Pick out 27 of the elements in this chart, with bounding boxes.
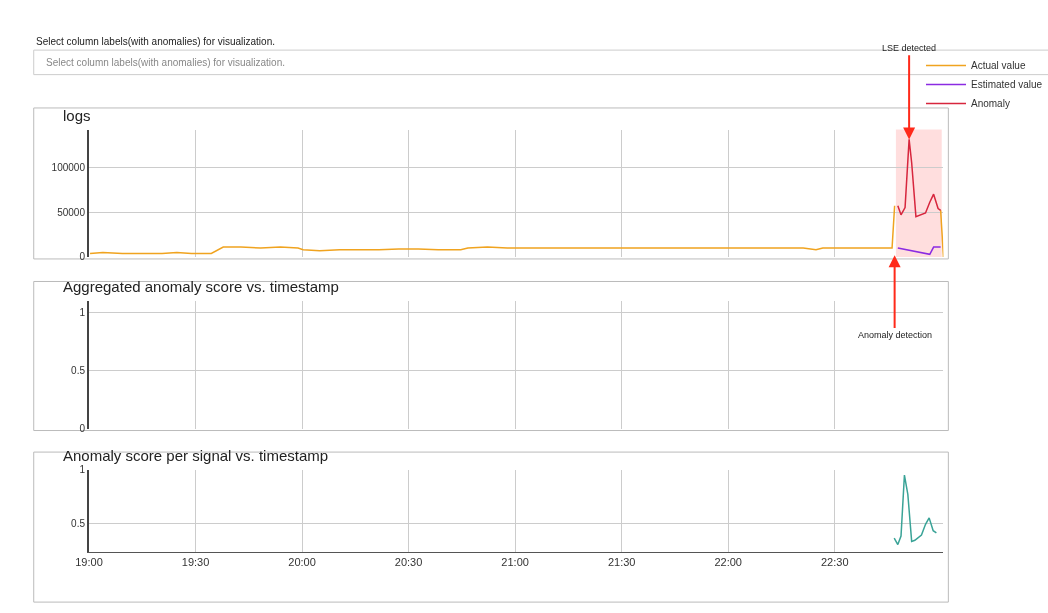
y-tick-label: 0 <box>79 423 86 435</box>
y-tick-label: 100000 <box>51 161 86 173</box>
x-tick-label: 20:30 <box>394 556 423 569</box>
chart-title: logs <box>63 107 91 124</box>
y-tick-label: 0.5 <box>71 517 86 529</box>
text: Select column labels(with anomalies) for visualization. <box>36 36 275 47</box>
x-tick-label: 20:00 <box>288 556 316 569</box>
y-tick-label: 0 <box>79 251 86 263</box>
x-tick-label: 21:30 <box>607 556 636 569</box>
x-tick-label: 22:00 <box>714 556 742 569</box>
y-tick-label: 0.5 <box>71 365 86 377</box>
legend-label: Actual value <box>971 60 1026 72</box>
line-series <box>893 474 938 546</box>
x-tick-label: 19:30 <box>181 556 210 569</box>
y-tick-label: 1 <box>79 464 86 476</box>
legend-label: Estimated value <box>971 79 1043 91</box>
x-tick-label: 21:00 <box>501 556 529 569</box>
annotation: LSE detected <box>882 43 937 53</box>
x-tick-label: 22:30 <box>820 556 849 569</box>
chart-title: Aggregated anomaly score vs. timestamp <box>63 278 339 295</box>
y-tick-label: 1 <box>79 307 86 319</box>
chart-title: Anomaly score per signal vs. timestamp <box>63 447 329 464</box>
x-tick-label: 19:00 <box>75 556 103 569</box>
y-tick-label: 50000 <box>57 206 86 218</box>
legend-label: Anomaly <box>971 98 1010 110</box>
annotation: Anomaly detection <box>858 330 933 340</box>
text: Select column labels(with anomalies) for visualization. <box>46 57 285 68</box>
